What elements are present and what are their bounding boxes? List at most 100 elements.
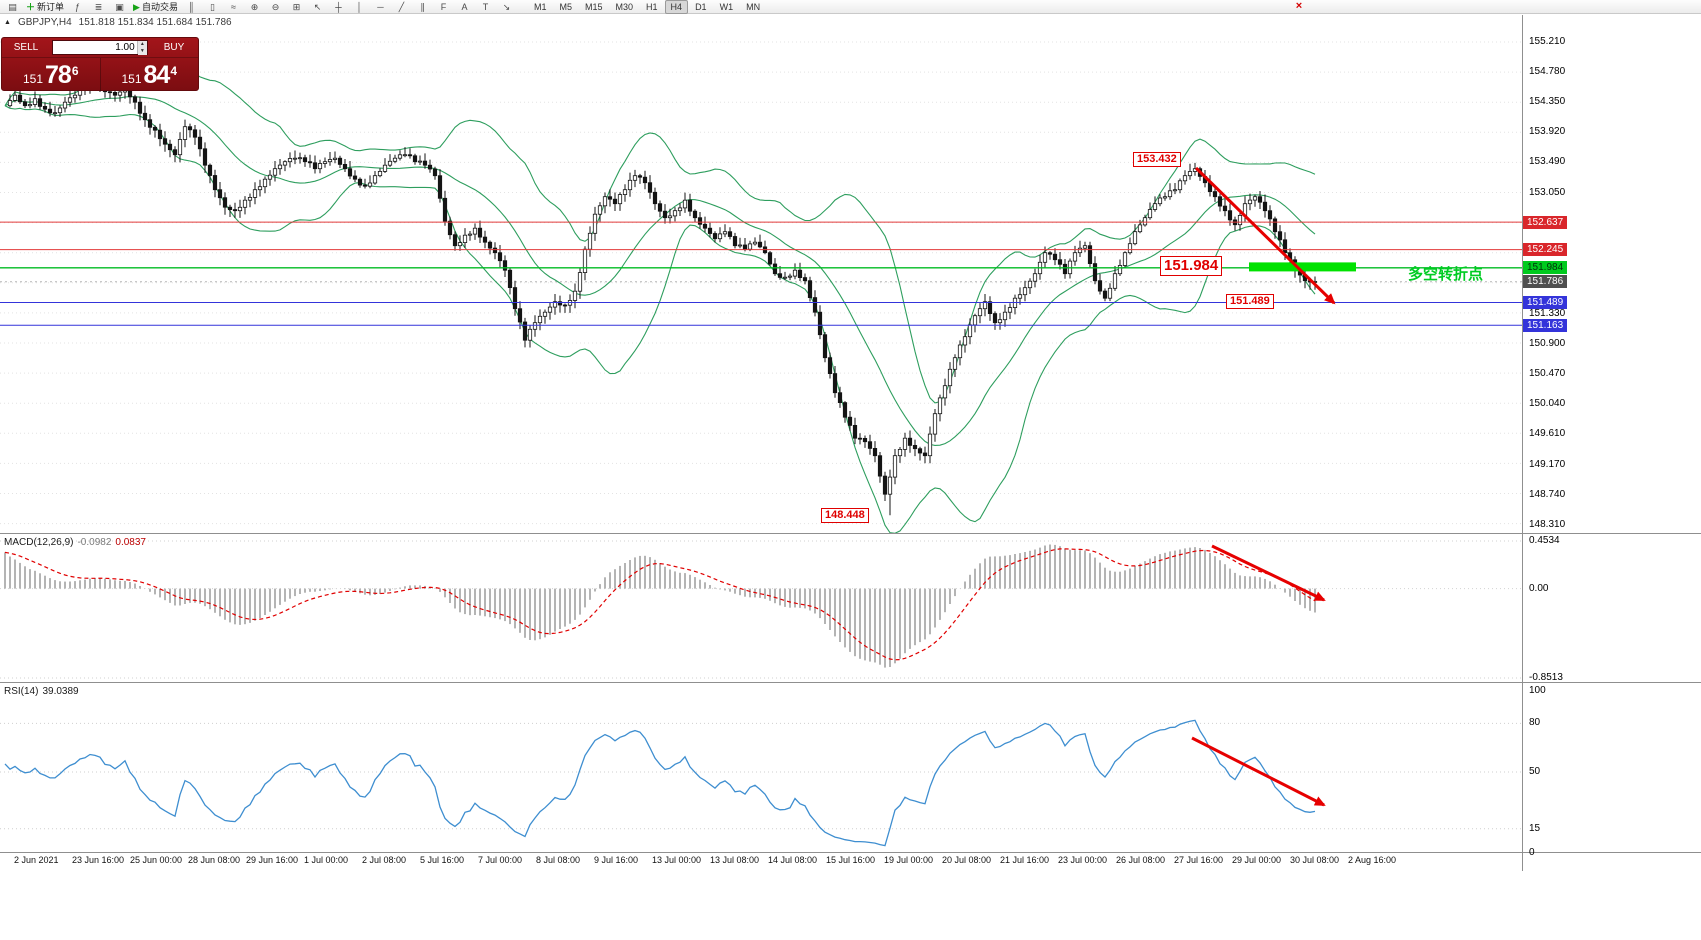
- terminal-icon[interactable]: ▣: [110, 1, 129, 13]
- rsi-plot[interactable]: [0, 683, 1522, 852]
- macd-signal-line: [4, 548, 1316, 661]
- timeframe-toolbar: M1 M5 M15 M30 H1 H4 D1 W1 MN: [528, 0, 766, 14]
- cursor-icon[interactable]: ↖: [308, 1, 327, 13]
- close-icon[interactable]: ×: [1295, 0, 1303, 12]
- timeframe-m5[interactable]: M5: [559, 1, 572, 12]
- trendline-icon: ╱: [398, 1, 405, 12]
- buy-button[interactable]: BUY: [150, 38, 198, 57]
- price-annotation-box[interactable]: 153.432: [1133, 152, 1181, 167]
- price-tag-151.984: 151.984: [1523, 261, 1568, 274]
- indicators-icon: ƒ: [75, 1, 81, 12]
- macd-scale-label: 0.4534: [1529, 535, 1560, 546]
- trend-arrow[interactable]: [1211, 544, 1326, 602]
- zoom-out-icon: ⊖: [271, 1, 280, 12]
- vertical-line-icon: │: [356, 1, 363, 12]
- trendline-icon[interactable]: ╱: [392, 1, 411, 13]
- price-scale-label: 153.050: [1529, 187, 1566, 198]
- price-scale-label: 148.310: [1529, 519, 1566, 530]
- volume-down-button[interactable]: ▼: [137, 48, 147, 55]
- time-axis-label: 13 Jul 00:00: [652, 855, 702, 865]
- toolbar-items: ▤ ＋新订单 ƒ ≣ ▣ ▶ 自动交易 ║ ▯ ≈ ⊕ ⊖ ⊞ ↖ ┼ │ ─ ╱ ∥ F A T ↘: [3, 1, 516, 13]
- panel-toggle-icon[interactable]: ▲: [4, 19, 11, 26]
- rsi-scale-label: 50: [1529, 766, 1541, 777]
- horizontal-line-icon[interactable]: ─: [371, 1, 390, 13]
- time-axis-label: 25 Jun 00:00: [130, 855, 183, 865]
- time-axis-label: 15 Jul 16:00: [826, 855, 876, 865]
- rsi-scale-label: 100: [1529, 685, 1546, 696]
- autotrading-button-label: 自动交易: [141, 2, 178, 12]
- sell-price[interactable]: 151 78 6: [22, 61, 79, 89]
- timeframe-mn[interactable]: MN: [746, 1, 761, 12]
- buy-price[interactable]: 151 84 4: [99, 58, 199, 91]
- price-annotation-box[interactable]: 151.489: [1226, 294, 1274, 309]
- macd-plot[interactable]: [0, 534, 1522, 682]
- rsi-grid: [0, 722, 1522, 830]
- zoom-in-icon[interactable]: ⊕: [245, 1, 264, 13]
- autotrading-icon: ▶: [133, 1, 140, 12]
- timeframe-h1[interactable]: H1: [646, 1, 658, 12]
- price-tag-151.786: 151.786: [1523, 275, 1568, 288]
- price-annotation-box[interactable]: 148.448: [821, 508, 869, 523]
- timeframe-w1[interactable]: W1: [719, 1, 734, 12]
- price-tag-152.637: 152.637: [1523, 216, 1568, 229]
- chart-candles-icon[interactable]: ▯: [203, 1, 222, 13]
- trend-arrow[interactable]: [1191, 736, 1326, 807]
- pivot-point-text[interactable]: 多空转折点: [1408, 266, 1484, 283]
- rsi-scale-label: 80: [1529, 717, 1541, 728]
- timeframe-d1[interactable]: D1: [695, 1, 707, 12]
- time-axis-label: 13 Jul 08:00: [710, 855, 760, 865]
- sell-button[interactable]: SELL: [2, 38, 50, 57]
- highlight-bar[interactable]: [1249, 262, 1356, 272]
- crosshair-icon[interactable]: ┼: [329, 1, 348, 13]
- chart-bars-icon: ║: [188, 1, 195, 12]
- autotrading-button[interactable]: ▶ 自动交易: [131, 1, 180, 13]
- timeframe-m30[interactable]: M30: [615, 1, 634, 12]
- rsi-scale-label: 15: [1529, 823, 1541, 834]
- chart-window-icon[interactable]: ▤: [3, 1, 22, 13]
- time-axis-label: 2 Jun 2021: [14, 855, 59, 865]
- tile-windows-icon[interactable]: ⊞: [287, 1, 306, 13]
- panel-separator: [0, 533, 1701, 534]
- chart-bars-icon[interactable]: ║: [182, 1, 201, 13]
- macd-label: MACD(12,26,9) -0.0982 0.0837: [4, 537, 146, 548]
- zoom-out-icon[interactable]: ⊖: [266, 1, 285, 13]
- vertical-line-icon[interactable]: │: [350, 1, 369, 13]
- zoom-in-icon: ⊕: [250, 1, 259, 12]
- macd-histogram: [4, 544, 1316, 668]
- trade-panel-top-row: SELL ▲ ▼ BUY: [2, 38, 198, 58]
- bollinger-upper-line: [4, 60, 1316, 404]
- price-scale-label: 151.330: [1529, 308, 1566, 319]
- new-order-button-label: 新订单: [37, 2, 65, 12]
- axis-separator: [0, 852, 1701, 853]
- price-scale[interactable]: 155.210 154.780 154.350 153.920 153.490 153.0…: [1523, 15, 1701, 871]
- time-axis-label: 8 Jul 08:00: [536, 855, 581, 865]
- timeframe-h4[interactable]: H4: [664, 0, 689, 14]
- trend-arrow[interactable]: [1194, 166, 1336, 305]
- text-icon[interactable]: A: [455, 1, 474, 13]
- indicators-icon[interactable]: ƒ: [68, 1, 87, 13]
- price-scale-label: 150.900: [1529, 338, 1566, 349]
- chart-line-icon[interactable]: ≈: [224, 1, 243, 13]
- label-icon[interactable]: T: [476, 1, 495, 13]
- volume-input[interactable]: [53, 41, 137, 54]
- label-icon: T: [482, 1, 489, 12]
- time-axis-label: 2 Aug 16:00: [1348, 855, 1397, 865]
- time-axis[interactable]: 2 Jun 2021 23 Jun 16:00 25 Jun 00:00 28 Jun…: [0, 853, 1522, 871]
- fibonacci-icon[interactable]: F: [434, 1, 453, 13]
- price-scale-label: 149.170: [1529, 459, 1566, 470]
- time-axis-label: 29 Jul 00:00: [1232, 855, 1282, 865]
- market-watch-icon[interactable]: ≣: [89, 1, 108, 13]
- one-click-trading-panel: SELL ▲ ▼ BUY 151 78 6 151: [1, 37, 199, 91]
- level-lines: [0, 221, 1522, 326]
- new-order-button[interactable]: ＋新订单: [24, 1, 66, 13]
- volume-up-button[interactable]: ▲: [137, 41, 147, 48]
- price-annotation-box[interactable]: 151.984: [1160, 256, 1223, 276]
- rsi-label: RSI(14) 39.0389: [4, 686, 79, 697]
- timeframe-m1[interactable]: M1: [533, 1, 547, 12]
- arrows-tool-icon[interactable]: ↘: [497, 1, 516, 13]
- price-tag-151.163: 151.163: [1523, 319, 1568, 332]
- timeframe-m15[interactable]: M15: [585, 1, 603, 12]
- main-chart-plot[interactable]: [0, 15, 1522, 534]
- fibonacci-icon: F: [440, 1, 447, 12]
- channel-icon[interactable]: ∥: [413, 1, 432, 13]
